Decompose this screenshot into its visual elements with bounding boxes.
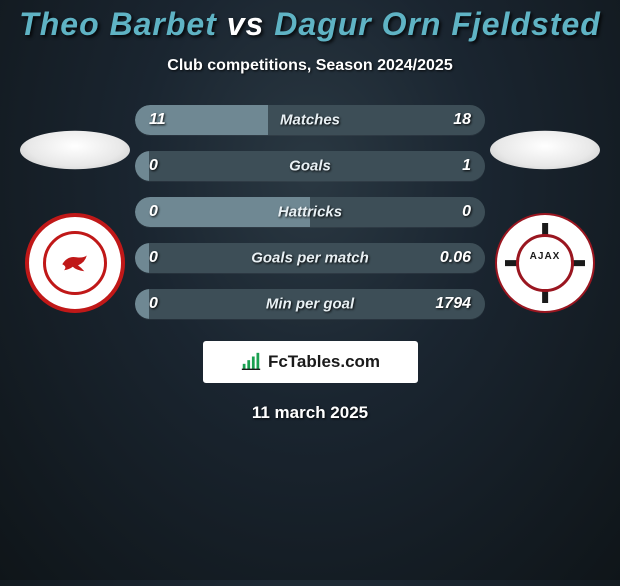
- stat-value-left: 0: [149, 157, 158, 175]
- chart-bars-icon: [240, 351, 262, 373]
- club-badge-right: AJAX: [495, 213, 595, 313]
- brand-box: FcTables.com: [203, 341, 418, 383]
- bird-icon: [57, 245, 92, 280]
- stat-bar: 0 1794 Min per goal: [135, 289, 485, 319]
- badge-right-ring: [516, 234, 574, 292]
- stat-value-right: 0.06: [440, 249, 471, 267]
- club-badge-left: [25, 213, 125, 313]
- stat-bar: 0 0.06 Goals per match: [135, 243, 485, 273]
- stat-value-right: 1794: [435, 295, 471, 313]
- stat-value-right: 0: [462, 203, 471, 221]
- stat-label: Goals: [289, 158, 331, 175]
- left-ellipse: [20, 131, 130, 170]
- stat-bar-left-fill: [135, 151, 149, 181]
- content-area: 11 18 Matches 0 1 Goals 0 0 Hattricks 0 0.06 Goals …: [0, 105, 620, 319]
- stat-value-right: 18: [453, 111, 471, 129]
- stat-bar: 11 18 Matches: [135, 105, 485, 135]
- stat-bar: 0 0 Hattricks: [135, 197, 485, 227]
- player2-name: Dagur Orn Fjeldsted: [274, 6, 601, 42]
- stat-value-left: 0: [149, 249, 158, 267]
- date-text: 11 march 2025: [0, 403, 620, 423]
- stat-value-left: 11: [149, 111, 166, 129]
- stat-bar-left-fill: [135, 289, 149, 319]
- stat-label: Goals per match: [251, 250, 369, 267]
- right-ellipse: [490, 131, 600, 170]
- stat-bar: 0 1 Goals: [135, 151, 485, 181]
- left-badge-column: [15, 105, 135, 313]
- brand-text: FcTables.com: [268, 352, 380, 372]
- stat-label: Matches: [280, 112, 340, 129]
- stat-value-left: 0: [149, 295, 158, 313]
- stat-value-right: 1: [462, 157, 471, 175]
- stat-bars: 11 18 Matches 0 1 Goals 0 0 Hattricks 0 0.06 Goals …: [135, 105, 485, 319]
- badge-right-text: AJAX: [497, 251, 593, 262]
- stat-bar-left-fill: [135, 243, 149, 273]
- right-badge-column: AJAX: [485, 105, 605, 313]
- vs-text: vs: [227, 6, 265, 42]
- stat-value-left: 0: [149, 203, 158, 221]
- comparison-title: Theo Barbet vs Dagur Orn Fjeldsted: [0, 6, 620, 43]
- stat-label: Min per goal: [266, 296, 354, 313]
- stat-label: Hattricks: [278, 204, 342, 221]
- player1-name: Theo Barbet: [19, 6, 217, 42]
- subtitle: Club competitions, Season 2024/2025: [0, 57, 620, 75]
- badge-left-inner-ring: [43, 231, 107, 295]
